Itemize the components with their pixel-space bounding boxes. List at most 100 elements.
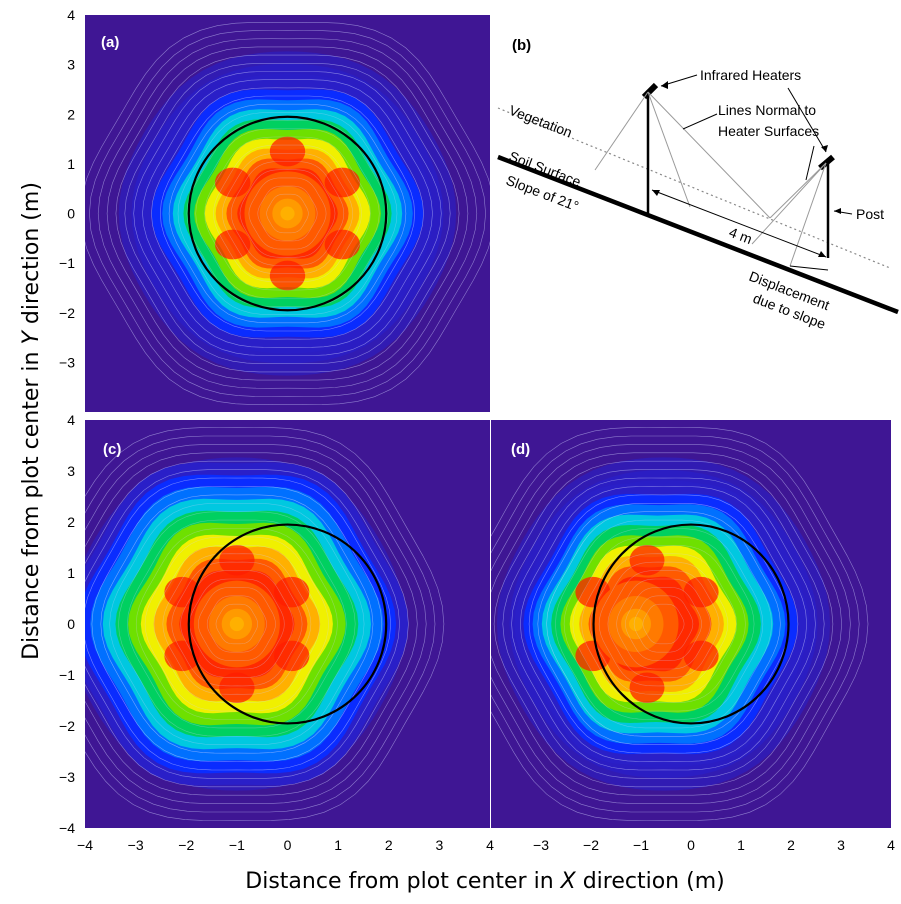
contour-line [590,553,737,695]
heatmap-panel-c: (c) [85,420,490,828]
axis-tick-labels: −3 −2 −1 0 1 2 3 4 −4 −3 −2 −1 0 1 2 3 4 −4 −3 −2 −1 0 1 2 3 4 −3 −… [59,7,895,853]
contour-line [127,519,347,729]
contour-line [491,435,860,813]
x-tick-label: −1 [229,837,245,853]
panel-a-heat-field [103,36,472,391]
heat-hot-spot [273,576,310,608]
contour-line [85,435,436,813]
contour-line [197,587,276,661]
contour-line [135,528,338,720]
contour-line [85,460,409,788]
contour-line [257,185,318,242]
contour-line [106,46,469,381]
contour-line [537,503,790,745]
contour-line [528,494,799,754]
contour-line [546,511,781,737]
heatmap-panel-d: (d) [491,420,891,828]
panel-a-plot-circle [187,115,388,312]
lines-normal-label-1: Lines Normal to [718,102,816,118]
contour-line [144,536,329,712]
x-tick-label: 4 [486,837,494,853]
contour-line [581,545,746,703]
heater-arrowhead-right [821,145,828,152]
y-tick-label: −1 [59,667,75,683]
contour-line [180,570,294,678]
heat-hot-spot [683,640,719,672]
y-tick-label: −2 [59,718,75,734]
heat-hot-spot [683,576,719,608]
contour-line [239,169,336,258]
contour-line [572,536,755,712]
contour-line [89,30,486,397]
contour-line [213,144,362,283]
y-axis-title: Distance from plot center in Y direction… [19,182,44,660]
panel-d-label: (d) [511,441,530,458]
contour-line [493,460,834,788]
heatmap-panel-a: (a) [85,15,490,412]
contour-line [563,528,764,720]
contour-line [204,136,371,291]
annotation-leaders [660,74,853,271]
y-tick-label: 4 [67,7,75,23]
panel-c-label: (c) [103,441,121,458]
contour-line [142,79,433,348]
heater-beam-lines [594,91,827,267]
contour-line [85,427,445,821]
contour-line [85,452,418,796]
panel-c-plot-circle [187,523,388,725]
contour-line [177,112,398,315]
panel-b-label: (b) [512,37,531,54]
contour-line [491,444,851,804]
heat-hot-spot [219,672,255,704]
post-label: Post [856,206,884,222]
y-tick-label: 1 [67,565,75,581]
contour-line [91,486,383,762]
x-tick-label: −4 [77,837,93,853]
heat-hot-spot [629,544,665,576]
heat-hot-spot [324,229,361,260]
y-tick-label: 2 [67,514,75,530]
heat-hot-spot [629,672,665,704]
heater-arrowhead-left [661,81,668,89]
contour-line [97,38,478,389]
contour-line [85,469,400,779]
infrared-heaters-label: Infrared Heaters [700,67,801,83]
x-tick-label: −2 [583,837,599,853]
x-tick-label: 2 [787,837,795,853]
x-axis-title: Distance from plot center in X direction… [245,869,724,894]
contour-line [642,603,685,645]
y-tick-label: 2 [67,106,75,122]
y-tick-label: 0 [67,616,75,632]
y-tick-label: 3 [67,463,75,479]
vegetation-label: Vegetation [507,102,575,141]
contour-line [633,595,694,653]
slope-heater-diagram: (b) 4 m [497,37,899,332]
heat-hot-spot [214,167,251,198]
y-tick-label: −3 [59,769,75,785]
spacing-arrowhead-right [818,251,826,257]
contour-line [491,427,869,821]
vegetation-line [497,107,891,269]
contour-line [85,21,490,406]
contour-line [85,477,392,771]
contour-line [607,570,720,678]
contour-line [151,87,424,340]
x-tick-label: 4 [887,837,895,853]
y-tick-label: −4 [59,820,75,836]
heat-hot-spot [273,640,310,672]
contour-line [511,477,816,771]
y-tick-label: 1 [67,156,75,172]
contour-line [248,177,327,250]
x-tick-label: 2 [385,837,393,853]
heat-hot-spot [219,544,255,576]
x-tick-label: 3 [837,837,845,853]
contour-line [109,503,365,745]
contour-line [118,511,356,737]
contour-line [85,444,427,804]
heat-peak [229,616,244,632]
contour-line [215,603,259,645]
panel-c-heat-field [85,442,421,806]
x-tick-label: −1 [633,837,649,853]
y-tick-label: −3 [59,354,75,370]
contour-line [221,153,354,274]
